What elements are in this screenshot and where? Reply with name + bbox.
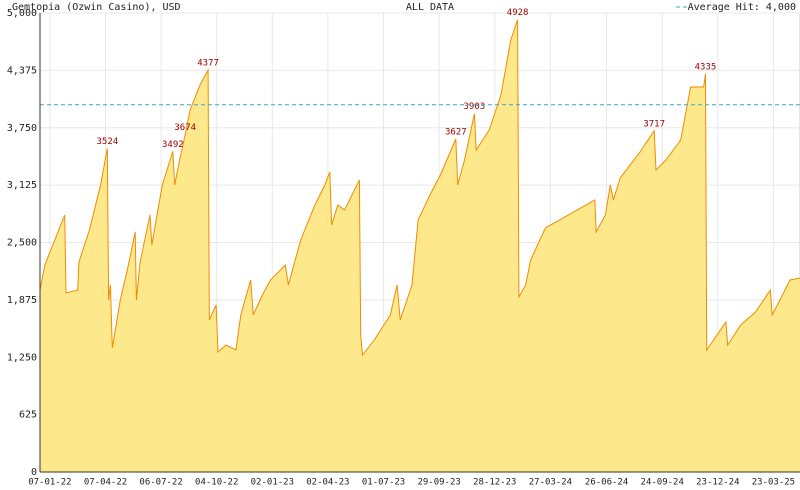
peak-label: 3674: [174, 123, 196, 133]
chart-title: Gemtopia (Ozwin Casino), USD: [12, 2, 181, 13]
y-tick-label: 5,000: [7, 8, 37, 19]
peak-label: 3627: [445, 128, 467, 138]
legend-label: Average Hit: 4,000: [688, 2, 796, 13]
y-tick-label: 3,750: [7, 123, 37, 134]
x-tick-label: 28-12-23: [473, 478, 516, 488]
x-tick-label: 29-09-23: [417, 478, 460, 488]
x-tick-label: 02-04-23: [306, 478, 349, 488]
peak-label: 3903: [464, 102, 486, 112]
peak-label: 4335: [695, 63, 717, 73]
area-fill: [40, 19, 800, 472]
x-tick-label: 06-07-22: [139, 478, 182, 488]
y-tick-label: 4,375: [7, 65, 37, 76]
x-tick-label: 04-10-22: [195, 478, 238, 488]
peak-label: 3492: [162, 140, 184, 150]
peak-label: 4377: [197, 59, 219, 69]
chart-subtitle: ALL DATA: [406, 2, 454, 13]
y-tick-label: 1,875: [7, 295, 37, 306]
x-tick-label: 01-07-23: [362, 478, 405, 488]
y-tick-label: 625: [19, 410, 37, 421]
x-tick-label: 23-03-25: [752, 478, 795, 488]
x-tick-label: 23-12-24: [696, 478, 739, 488]
x-tick-label: 07-01-22: [28, 478, 71, 488]
y-tick-label: 2,500: [7, 238, 37, 249]
peak-label: 3524: [97, 137, 119, 147]
x-tick-label: 27-03-24: [529, 478, 572, 488]
x-tick-label: 02-01-23: [251, 478, 294, 488]
y-tick-label: 1,250: [7, 352, 37, 363]
x-tick-label: 24-09-24: [641, 478, 684, 488]
x-tick-label: 07-04-22: [84, 478, 127, 488]
peak-label: 3717: [643, 119, 665, 129]
y-tick-label: 3,125: [7, 180, 37, 191]
x-tick-label: 26-06-24: [585, 478, 628, 488]
y-tick-label: 0: [31, 467, 37, 478]
peak-label: 4928: [507, 8, 529, 18]
area-line: [39, 19, 800, 357]
